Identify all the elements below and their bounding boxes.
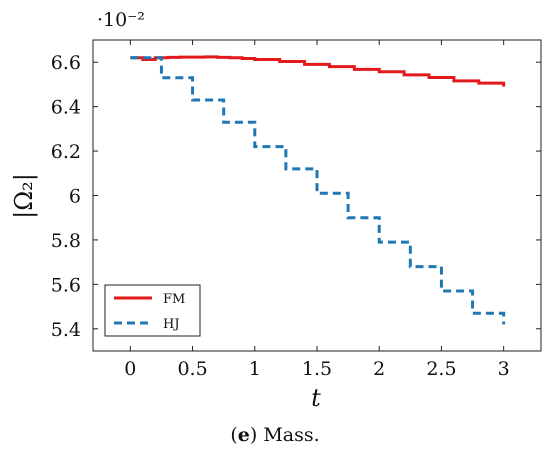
legend-box — [104, 284, 201, 337]
x-axis-label: t — [311, 384, 321, 412]
legend: FM HJ — [104, 284, 201, 337]
x-tick-label: 1.5 — [302, 358, 332, 380]
y-axis-label: |Ω₂| — [10, 173, 39, 219]
series-layer — [130, 55, 506, 325]
y-scale-label: ·10⁻² — [97, 9, 145, 31]
y-tick-label: 6.2 — [51, 141, 81, 163]
series-line-fm — [130, 55, 506, 87]
y-tick-label: 6.6 — [51, 52, 81, 74]
legend-label-fm: FM — [163, 292, 185, 307]
figure-caption: (e) Mass. — [230, 424, 320, 446]
x-tick-label: 3 — [498, 358, 510, 380]
legend-label-hj: HJ — [163, 317, 180, 332]
y-tick-label: 5.6 — [51, 274, 81, 296]
chart: ·10⁻² 0 0.5 1 1.5 2 2.5 3 5.4 5.6 5.8 6 6.2 6.4 6.6 t… — [10, 9, 542, 412]
x-tick-label: 2 — [373, 358, 385, 380]
y-tick-label: 5.8 — [51, 230, 81, 252]
y-tick-label: 5.4 — [51, 319, 81, 341]
caption-text: Mass. — [257, 424, 320, 446]
x-tick-label: 0.5 — [177, 358, 207, 380]
x-tick-label: 2.5 — [426, 358, 456, 380]
x-tick-label: 1 — [249, 358, 261, 380]
x-tick-label: 0 — [124, 358, 136, 380]
y-tick-label: 6.4 — [51, 97, 81, 119]
y-tick-label: 6 — [69, 186, 81, 208]
ticks: 0 0.5 1 1.5 2 2.5 3 5.4 5.6 5.8 6 6.2 6.4 6.6 — [51, 40, 541, 380]
caption-label: e — [237, 424, 250, 446]
series-line-hj — [130, 56, 506, 325]
